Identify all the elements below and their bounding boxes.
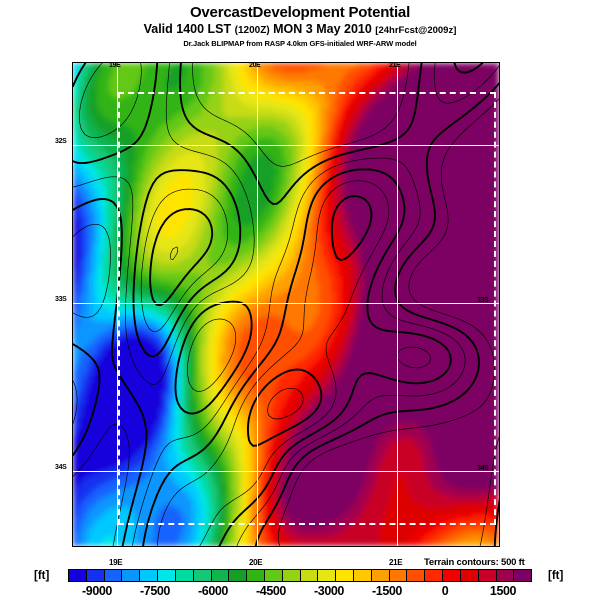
colorbar-segment <box>495 570 514 581</box>
label-lon-top-20e: 20E <box>249 62 261 69</box>
title-block: OvercastDevelopment Potential Valid 1400… <box>0 0 600 49</box>
terrain-contour-note: Terrain contours: 500 ft <box>424 557 525 568</box>
colorbar-tick: -1500 <box>372 584 402 598</box>
colorbar-segment <box>157 570 175 581</box>
map-field-svg <box>73 63 499 546</box>
colorbar-segment <box>103 570 122 581</box>
label-lon-top-19e: 19E <box>109 62 121 69</box>
colorbar-segment <box>174 570 193 581</box>
colorbar-segment <box>353 570 371 581</box>
map-raster <box>73 63 499 546</box>
forecast-map[interactable]: 19E 20E 21E 33S 34S <box>72 62 500 547</box>
label-lat-left-32s: 32S <box>55 138 67 145</box>
colorbar-segment <box>406 570 425 581</box>
colorbar-tick: -7500 <box>140 584 170 598</box>
colorbar[interactable] <box>68 569 532 582</box>
colorbar-tick: -4500 <box>256 584 286 598</box>
valid-date: MON 3 May 2010 <box>273 22 372 36</box>
model-credit: Dr.Jack BLIPMAP from RASP 4.0km GFS-init… <box>183 39 417 48</box>
page-title: OvercastDevelopment Potential <box>189 4 411 21</box>
label-lat-left-33s: 33S <box>55 296 67 303</box>
colorbar-segment <box>210 570 229 581</box>
colorbar-segment <box>246 570 264 581</box>
label-lon-bottom-19e: 19E <box>109 558 123 567</box>
colorbar-segment <box>477 570 496 581</box>
colorbar-segment <box>299 570 318 581</box>
valid-time-line: Valid 1400 LST (1200Z) MON 3 May 2010 [2… <box>0 22 600 38</box>
label-lon-bottom-21e: 21E <box>389 558 403 567</box>
colorbar-segment <box>388 570 407 581</box>
colorbar-tick-labels: -9000 -7500 -6000 -4500 -3000 -1500 0 1500 <box>0 584 600 600</box>
forecast-tag: [24hrFcst@2009z] <box>375 25 457 36</box>
colorbar-segment <box>370 570 389 581</box>
colorbar-segment <box>513 570 532 581</box>
colorbar-unit-left: [ft] <box>34 570 50 582</box>
label-lat-right-34s: 34S <box>477 465 489 472</box>
colorbar-gradient <box>68 569 532 582</box>
colorbar-tick: -3000 <box>314 584 344 598</box>
valid-prefix: Valid 1400 LST <box>143 22 232 36</box>
colorbar-tick: 1500 <box>489 584 517 598</box>
valid-utc: (1200Z) <box>234 25 270 36</box>
colorbar-segment <box>459 570 478 581</box>
colorbar-segment <box>442 570 460 581</box>
bottom-longitude-labels: 19E 20E 21E <box>0 556 600 572</box>
label-lat-right-33s: 33S <box>477 297 489 304</box>
colorbar-segment <box>263 570 282 581</box>
label-lon-bottom-20e: 20E <box>249 558 263 567</box>
label-lon-top-21e: 21E <box>389 62 401 69</box>
colorbar-tick: 0 <box>441 584 449 598</box>
colorbar-segment <box>69 570 86 581</box>
colorbar-segment <box>192 570 211 581</box>
colorbar-tick: -9000 <box>82 584 112 598</box>
colorbar-unit-right: [ft] <box>548 570 564 582</box>
colorbar-segment <box>281 570 300 581</box>
colorbar-segment <box>335 570 353 581</box>
colorbar-segment <box>85 570 104 581</box>
label-lat-left-34s: 34S <box>55 464 67 471</box>
colorbar-tick: -6000 <box>198 584 228 598</box>
colorbar-segment <box>121 570 140 581</box>
colorbar-segment <box>424 570 443 581</box>
colorbar-segment <box>228 570 247 581</box>
colorbar-segment <box>139 570 158 581</box>
colorbar-segment <box>317 570 336 581</box>
